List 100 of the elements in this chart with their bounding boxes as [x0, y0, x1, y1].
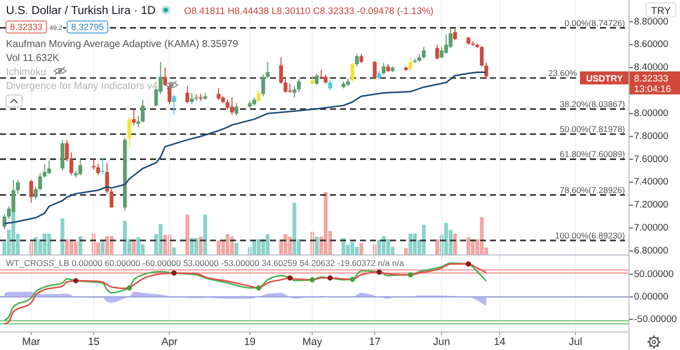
annotation: O8.41811 H8.44438 L8.30110 C8.32333 -0.09478 (-1.13%): [184, 6, 434, 17]
candlestick: [127, 116, 132, 148]
candlestick: [69, 152, 74, 176]
bar: [172, 247, 176, 255]
y-tick-label: 8.80000: [634, 16, 668, 28]
candlestick: [256, 90, 261, 102]
bar: [234, 243, 238, 255]
candlestick: [279, 56, 283, 84]
point: [408, 272, 414, 278]
annotation: 8.32333: [10, 22, 43, 32]
ref-line-label: 61.80%(7.60089): [560, 149, 626, 160]
bar: [382, 236, 386, 255]
candlestick: [234, 102, 238, 116]
point: [310, 277, 315, 282]
point: [328, 275, 333, 281]
candlestick: [163, 67, 167, 86]
x-tick-label: 19: [244, 336, 256, 348]
point: [376, 270, 382, 275]
candlestick: [168, 82, 172, 105]
y-tick-label: -50.00000: [634, 314, 677, 325]
candlestick: [261, 74, 266, 97]
candlestick: [96, 163, 100, 176]
candlestick: [266, 61, 270, 78]
candlestick: [100, 158, 105, 175]
x-tick-label: Jul: [568, 336, 582, 348]
point: [171, 270, 177, 276]
ref-line-label: 100.00%(6.89230): [555, 230, 626, 240]
y-tick-label: 7.40000: [634, 176, 668, 188]
candlestick: [140, 99, 145, 124]
bar: [69, 239, 74, 255]
candlestick: [354, 53, 359, 67]
x-tick-label: 14: [494, 336, 506, 348]
annotation: Ichimoku: [6, 67, 46, 78]
candlestick: [292, 85, 296, 98]
y-tick-label: 8.00000: [634, 108, 668, 119]
point: [466, 261, 472, 267]
candlestick: [185, 85, 190, 104]
candlestick: [65, 139, 69, 162]
point: [350, 276, 356, 282]
bar: [100, 240, 105, 255]
y-tick-label: 8.60000: [634, 39, 668, 50]
candlestick: [382, 62, 386, 75]
y-tick-label: 7.80000: [634, 130, 668, 142]
point: [126, 285, 132, 290]
annotation: Divergence for Many Indicators v4: [6, 81, 158, 92]
bar: [266, 234, 270, 255]
annotation: 8.32795: [71, 22, 104, 32]
candlestick: [314, 72, 319, 86]
y-tick-label: 7.00000: [634, 222, 668, 234]
text: 13:04:16: [634, 84, 671, 95]
candlestick: [359, 53, 364, 64]
x-tick-label: Apr: [161, 336, 178, 348]
candlestick: [435, 44, 440, 60]
candlestick: [172, 94, 176, 116]
text: TRY: [651, 6, 672, 17]
candlestick: [105, 162, 109, 194]
candlestick: [190, 92, 194, 105]
candlestick: [408, 56, 412, 72]
bar: [60, 218, 64, 255]
candlestick: [422, 46, 426, 59]
x-tick-label: Jun: [433, 336, 450, 348]
annotation: 23.60%: [548, 68, 578, 78]
y-tick-label: 7.20000: [634, 200, 668, 211]
candlestick: [372, 60, 377, 80]
point: [287, 275, 293, 281]
point: [73, 278, 78, 284]
candlestick: [296, 78, 301, 92]
y-tick-label: 6.80000: [634, 246, 668, 257]
ref-line-label: 78.60%(7.28926): [560, 184, 626, 195]
y-tick-label: 0.00000: [634, 291, 668, 302]
y-tick-label: 8.40000: [634, 62, 668, 74]
candlestick: [328, 80, 332, 92]
text: 8.32333: [634, 73, 668, 84]
ref-line-label: 50.00%(7.81978): [560, 124, 626, 134]
bar: [412, 234, 417, 255]
candlestick: [453, 27, 457, 41]
candlestick: [38, 172, 42, 191]
y-tick-label: 50.00000: [634, 268, 674, 280]
x-tick-label: May: [302, 336, 323, 348]
chart-title: U.S. Dollar / Turkish Lira · 1D: [6, 5, 156, 17]
annotation: Kaufman Moving Average Adaptive (KAMA) 8.35979: [6, 39, 239, 50]
point: [256, 285, 262, 290]
candlestick: [480, 45, 484, 67]
bar: [470, 239, 475, 255]
candlestick: [78, 158, 82, 176]
bar: [404, 248, 408, 255]
candlestick: [92, 158, 96, 170]
bar: [453, 234, 457, 255]
candlestick: [136, 115, 140, 128]
annotation: WT_CROSS_LB 0.00000 60.00000 -60.00000 53.00000 -53.00000 34.60259 54.20632 -19.60372 n/a n/a: [6, 258, 404, 268]
x-tick-label: 17: [368, 336, 381, 348]
ref-line-label: 0.00%(8.74726): [564, 18, 626, 28]
y-tick-label: 7.60000: [634, 154, 668, 165]
candlestick: [110, 188, 114, 208]
annotation: Vol 11.632K: [6, 53, 60, 64]
annotation: USDTRY: [586, 73, 623, 84]
x-tick-label: 15: [88, 336, 100, 348]
candlestick: [350, 62, 354, 82]
candlestick: [42, 163, 47, 178]
x-tick-label: Mar: [22, 336, 41, 348]
